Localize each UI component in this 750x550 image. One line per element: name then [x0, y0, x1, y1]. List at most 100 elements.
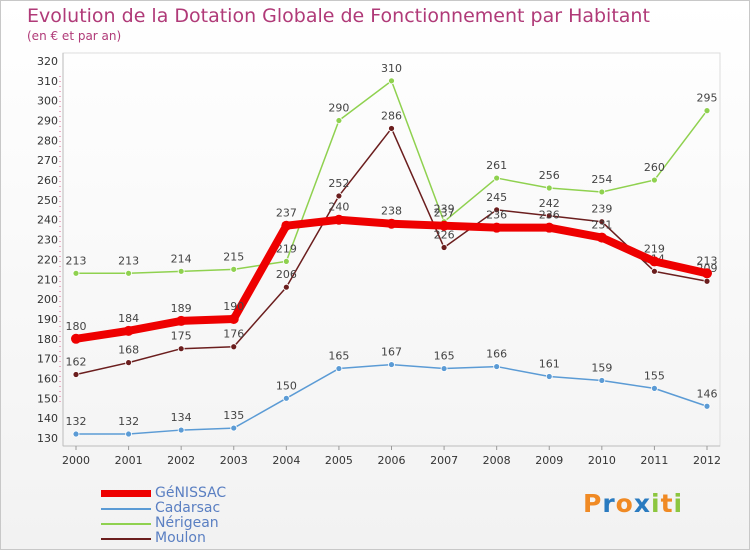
data-label: 161 — [539, 357, 560, 370]
logo-letter: x — [633, 489, 651, 518]
data-point — [649, 256, 660, 267]
data-point — [125, 430, 132, 438]
data-label: 242 — [539, 197, 560, 210]
data-point — [72, 371, 80, 378]
y-tick-label: 190 — [37, 313, 58, 326]
data-point — [598, 377, 606, 384]
legend-label: Moulon — [155, 530, 206, 546]
data-point — [230, 343, 238, 351]
chart-title: Evolution de la Dotation Globale de Fonc… — [27, 5, 650, 27]
legend-label: Nérigean — [155, 515, 219, 531]
data-label: 239 — [434, 203, 455, 216]
x-tick-label: 2006 — [378, 454, 406, 467]
data-point — [651, 267, 658, 275]
data-label: 175 — [171, 330, 192, 343]
data-point — [702, 268, 712, 279]
data-point — [177, 345, 185, 353]
data-label: 132 — [118, 415, 139, 428]
x-tick-label: 2009 — [535, 454, 563, 467]
data-point — [545, 184, 553, 192]
data-label: 237 — [434, 207, 455, 220]
data-point — [598, 218, 606, 226]
legend-item: GéNISSAC — [101, 485, 301, 501]
y-tick-label: 170 — [37, 353, 58, 366]
data-point — [703, 402, 711, 410]
data-label: 132 — [66, 415, 87, 428]
data-label: 286 — [381, 109, 402, 122]
data-label: 190 — [223, 300, 244, 313]
y-tick-label: 250 — [37, 194, 58, 207]
data-label: 166 — [486, 348, 507, 361]
data-label: 231 — [591, 219, 612, 232]
data-label: 215 — [223, 250, 244, 263]
data-label: 146 — [697, 387, 718, 400]
data-point — [228, 313, 239, 324]
data-point — [335, 117, 343, 124]
data-point — [388, 361, 395, 368]
y-tick-label: 310 — [37, 75, 58, 88]
data-label: 134 — [171, 411, 192, 424]
logo-letter: r — [602, 489, 616, 518]
data-label: 155 — [644, 369, 665, 382]
legend-swatch — [101, 508, 151, 510]
data-label: 310 — [381, 62, 402, 75]
data-label: 184 — [118, 312, 139, 325]
data-point — [72, 430, 80, 438]
proxiti-logo: Proxiti — [583, 489, 683, 518]
x-tick-label: 2000 — [62, 454, 90, 467]
y-tick-label: 280 — [37, 134, 58, 147]
data-point — [598, 188, 606, 196]
data-label: 206 — [276, 268, 297, 281]
data-point — [440, 365, 448, 372]
data-label: 245 — [486, 191, 507, 204]
x-tick-label: 2008 — [483, 454, 511, 467]
data-label: 260 — [644, 161, 665, 174]
data-point — [544, 222, 555, 233]
chart-subtitle: (en € et par an) — [27, 29, 122, 43]
data-point — [440, 244, 448, 251]
line-chart: 130 140 150 160 170 180 190 200 210 220 230 240 250 2… — [37, 52, 721, 467]
data-point — [125, 359, 132, 367]
data-label: 238 — [381, 205, 402, 218]
data-label: 240 — [328, 201, 349, 214]
x-tick-label: 2002 — [167, 454, 195, 467]
data-label: 180 — [66, 320, 87, 333]
data-point — [651, 384, 658, 392]
x-tick-label: 2004 — [272, 454, 300, 467]
data-point — [335, 365, 343, 372]
data-point — [282, 394, 290, 402]
data-label: 168 — [118, 344, 139, 357]
y-tick-label: 140 — [37, 412, 58, 425]
series-line-g-nissac — [72, 215, 711, 343]
data-point — [545, 373, 553, 380]
logo-letter: i — [673, 489, 684, 518]
x-tick-label: 2012 — [693, 454, 721, 467]
data-point — [230, 265, 238, 273]
data-point — [230, 424, 238, 432]
data-label: 219 — [276, 242, 297, 255]
data-label: 295 — [697, 92, 718, 105]
data-label: 162 — [66, 356, 87, 369]
x-tick-label: 2011 — [640, 454, 668, 467]
legend-item: Nérigean — [101, 515, 301, 531]
legend-swatch — [101, 523, 151, 525]
data-label: 213 — [66, 254, 87, 267]
data-label: 213 — [118, 254, 139, 267]
data-label: 167 — [381, 346, 402, 359]
data-label: 254 — [591, 173, 612, 186]
data-point — [71, 333, 81, 344]
x-tick-label: 2010 — [588, 454, 616, 467]
y-tick-label: 130 — [37, 432, 58, 445]
data-point — [386, 218, 397, 229]
data-label: 261 — [486, 159, 507, 172]
data-label: 237 — [276, 207, 297, 220]
y-tick-label: 240 — [37, 214, 58, 227]
y-tick-label: 300 — [37, 95, 58, 108]
x-tick-label: 2003 — [220, 454, 248, 467]
data-point — [177, 426, 185, 434]
data-point — [123, 325, 134, 336]
data-point — [439, 220, 450, 231]
data-label: 239 — [591, 203, 612, 216]
data-point — [545, 212, 553, 220]
